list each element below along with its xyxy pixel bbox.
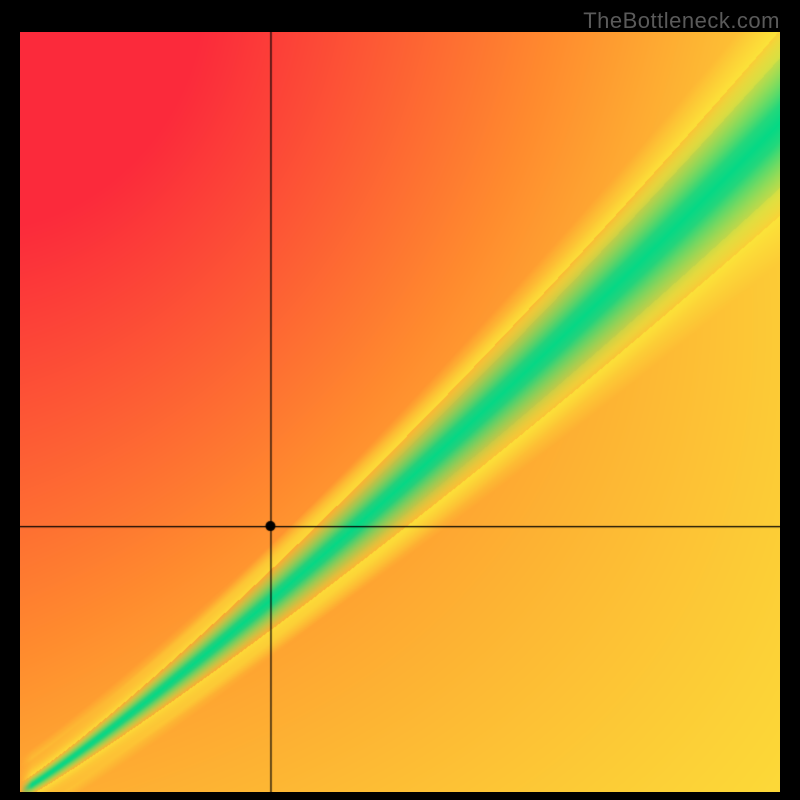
chart-container: TheBottleneck.com [0, 0, 800, 800]
heatmap-plot [20, 32, 780, 792]
heatmap-canvas [20, 32, 780, 792]
site-watermark: TheBottleneck.com [583, 8, 780, 34]
